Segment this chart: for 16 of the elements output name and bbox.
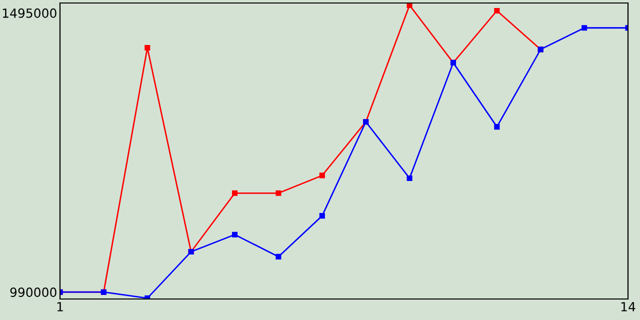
point — [144, 44, 150, 51]
y-tick-label: 990000 — [10, 288, 56, 298]
point — [494, 124, 500, 130]
x-tick-label: 14 — [621, 302, 636, 312]
point — [406, 3, 412, 8]
point — [582, 25, 588, 31]
point — [319, 213, 325, 219]
point — [232, 190, 238, 196]
point — [276, 254, 282, 260]
point — [494, 8, 500, 14]
y-tick-label: 1495000 — [2, 8, 56, 18]
x-tick-label: 1 — [57, 302, 63, 312]
point — [232, 232, 238, 238]
point — [406, 175, 412, 181]
point — [319, 172, 325, 178]
point — [276, 190, 282, 196]
